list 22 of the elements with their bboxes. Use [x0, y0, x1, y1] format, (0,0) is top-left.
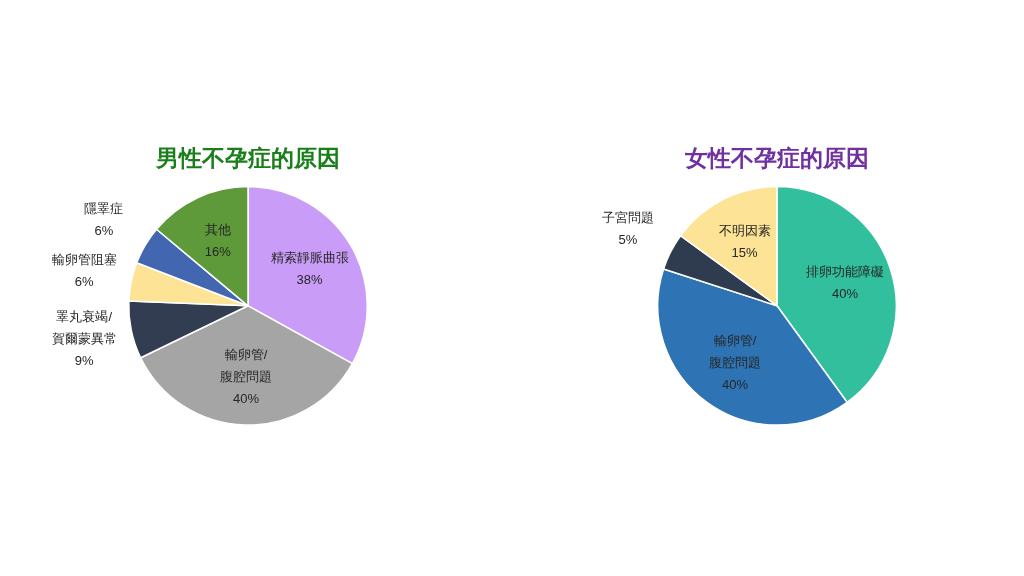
chart-title: 男性不孕症的原因 — [155, 145, 340, 172]
data-label: 40% — [721, 377, 749, 393]
slice-label: 排卵功能障礙 — [806, 264, 885, 280]
data-label: 40% — [832, 286, 859, 302]
data-label: 5% — [618, 232, 638, 248]
slice-label: 不明因素 — [718, 222, 771, 238]
slice-label: 輸卵管阻塞 — [51, 252, 117, 268]
data-label: 40% — [233, 390, 260, 406]
data-label: 6% — [94, 223, 114, 239]
slice-label: 睪丸衰竭/賀爾蒙異常 — [51, 309, 117, 347]
data-label: 15% — [731, 244, 758, 260]
slice-label: 輸卵管/腹腔問題 — [220, 346, 273, 384]
data-label: 6% — [74, 274, 95, 290]
chart-title: 女性不孕症的原因 — [684, 145, 869, 172]
slice-label: 其他 — [204, 221, 231, 237]
slice-label: 精索靜脈曲張 — [270, 250, 349, 266]
slice-label: 子宮問題 — [601, 210, 654, 226]
data-label: 9% — [74, 353, 95, 369]
data-label: 38% — [296, 272, 324, 288]
data-label: 16% — [204, 243, 232, 259]
slice-label: 輸卵管/腹腔問題 — [708, 333, 761, 371]
slice-label: 隱睪症 — [84, 201, 124, 217]
